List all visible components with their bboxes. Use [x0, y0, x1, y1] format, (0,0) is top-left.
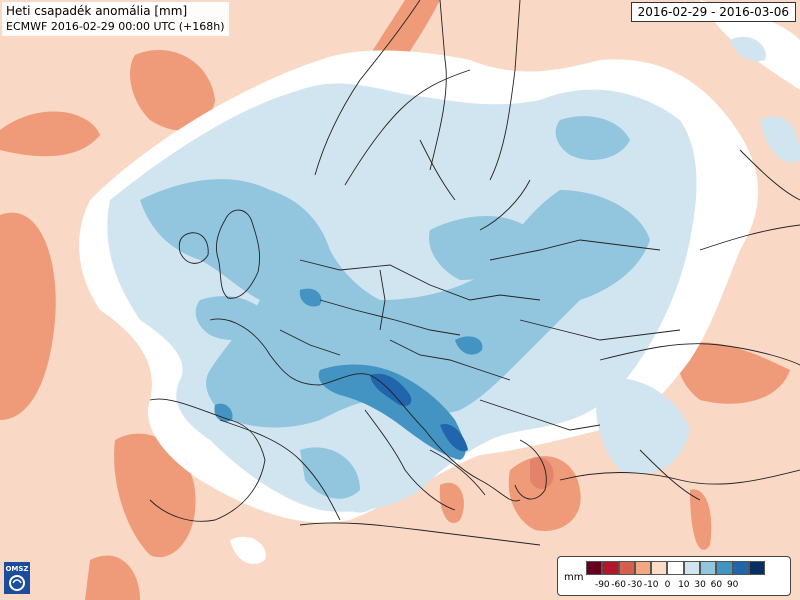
legend-tick-label: -60 — [611, 580, 626, 590]
legend-swatches — [586, 561, 766, 575]
map-title: Heti csapadék anomália [mm] — [6, 4, 188, 18]
legend-tick-label: 0 — [664, 580, 671, 590]
legend-swatch — [716, 561, 733, 575]
legend-swatch — [732, 561, 749, 575]
map-title-box: Heti csapadék anomália [mm] ECMWF 2016-0… — [2, 2, 229, 36]
legend-tick-label: 30 — [694, 580, 706, 590]
legend-swatch — [618, 561, 635, 575]
legend-tick-label: 10 — [678, 580, 690, 590]
legend-swatch — [634, 561, 652, 575]
medium-positive-anomaly — [140, 116, 650, 499]
strong-positive-anomaly — [214, 288, 483, 460]
legend-tick-labels: -90 -60 -30 -10 0 10 30 60 90 — [586, 580, 786, 592]
legend-swatch — [748, 561, 766, 575]
forecast-period-label: 2016-02-29 - 2016-03-06 — [630, 2, 796, 22]
omsz-logo: OMSZ — [4, 562, 30, 594]
legend-tick-label: -10 — [643, 580, 659, 590]
omsz-logo-text: OMSZ — [5, 565, 28, 573]
legend-swatch — [667, 561, 684, 575]
color-scale-legend: mm -90 -60 -30 -10 0 10 30 60 90 — [557, 556, 791, 596]
legend-swatch — [683, 561, 701, 575]
max-positive-anomaly-balkan — [440, 424, 468, 452]
legend-tick-label: 90 — [726, 580, 739, 590]
legend-unit-label: mm — [564, 572, 584, 583]
legend-swatch — [602, 561, 619, 575]
strong-negative-greece — [530, 457, 554, 489]
model-run-subtitle: ECMWF 2016-02-29 00:00 UTC (+168h) — [6, 20, 225, 33]
legend-tick-label: -90 — [594, 580, 610, 590]
coastlines-and-borders — [149, 0, 800, 546]
legend-swatch — [700, 561, 717, 575]
legend-swatch — [586, 561, 603, 575]
legend-tick-label: -30 — [627, 580, 643, 590]
legend-swatch — [651, 561, 668, 575]
omsz-logo-icon: OMSZ — [4, 562, 30, 594]
legend-tick-label: 60 — [710, 580, 723, 590]
